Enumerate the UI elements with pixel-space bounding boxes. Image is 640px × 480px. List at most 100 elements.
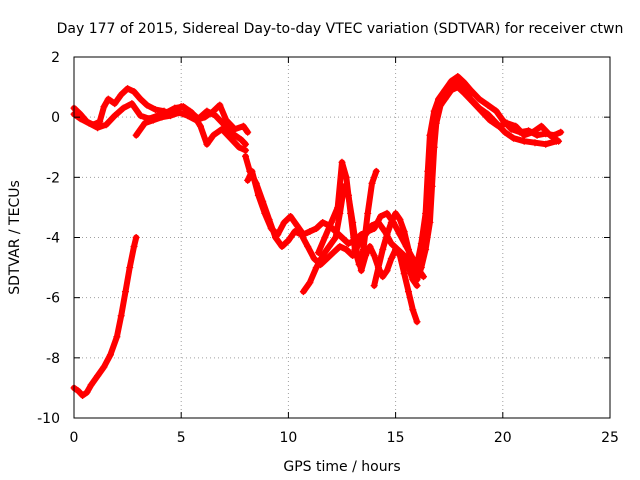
data-point bbox=[351, 246, 359, 254]
y-tick-label: -2 bbox=[46, 170, 60, 186]
data-point bbox=[323, 255, 331, 263]
data-point bbox=[434, 104, 442, 112]
data-point bbox=[284, 237, 292, 245]
series-arc-1 bbox=[70, 234, 140, 399]
data-point bbox=[100, 363, 108, 371]
data-point bbox=[141, 119, 149, 127]
data-point bbox=[312, 224, 320, 232]
data-point bbox=[396, 215, 404, 223]
data-point bbox=[132, 234, 140, 241]
data-point bbox=[533, 131, 541, 139]
data-point bbox=[274, 230, 282, 238]
data-point bbox=[319, 218, 327, 226]
data-point bbox=[372, 167, 380, 175]
data-point bbox=[327, 218, 335, 226]
data-point bbox=[413, 318, 421, 326]
data-point bbox=[111, 112, 119, 120]
data-point bbox=[366, 243, 374, 251]
x-tick-label: 20 bbox=[494, 430, 512, 446]
data-point bbox=[454, 83, 462, 91]
data-point bbox=[314, 249, 322, 257]
data-point bbox=[469, 98, 477, 106]
data-point bbox=[111, 100, 119, 108]
series-arc-4 bbox=[132, 101, 252, 139]
data-point bbox=[409, 306, 417, 314]
data-point bbox=[512, 122, 520, 130]
data-point bbox=[409, 270, 417, 278]
data-point bbox=[192, 116, 200, 124]
data-point bbox=[387, 218, 395, 226]
y-tick-label: -4 bbox=[46, 231, 60, 247]
data-point bbox=[119, 104, 127, 112]
series-arc-11 bbox=[434, 83, 563, 145]
data-point bbox=[299, 230, 307, 238]
data-point bbox=[413, 276, 421, 284]
data-point bbox=[460, 79, 468, 87]
data-point bbox=[392, 209, 400, 217]
data-point bbox=[342, 246, 350, 254]
data-point bbox=[242, 152, 250, 160]
data-point bbox=[94, 124, 102, 132]
x-tick-label: 15 bbox=[387, 430, 405, 446]
data-point bbox=[344, 240, 352, 248]
data-point bbox=[149, 116, 157, 124]
data-point bbox=[492, 107, 500, 115]
data-point bbox=[132, 131, 140, 139]
x-tick-label: 10 bbox=[279, 430, 297, 446]
data-point bbox=[413, 282, 421, 290]
data-point bbox=[79, 391, 87, 399]
data-point bbox=[370, 252, 378, 260]
data-point bbox=[237, 136, 245, 144]
data-point bbox=[179, 103, 187, 111]
data-point bbox=[454, 73, 462, 81]
data-point bbox=[175, 109, 183, 117]
data-point bbox=[370, 282, 378, 290]
data-point bbox=[426, 218, 434, 226]
data-point bbox=[106, 351, 114, 359]
axis-ticks: 0 5 10 15 20 25 -10 -8 -6 -4 -2 0 2 bbox=[37, 50, 619, 446]
y-tick-label: 2 bbox=[51, 50, 60, 66]
data-point bbox=[261, 209, 269, 217]
data-point bbox=[319, 252, 327, 260]
data-point bbox=[404, 288, 412, 296]
chart-title: Day 177 of 2015, Sidereal Day-to-day VTE… bbox=[57, 21, 624, 37]
data-point bbox=[239, 122, 247, 130]
data-point bbox=[379, 273, 387, 281]
data-point bbox=[287, 212, 295, 220]
data-point bbox=[417, 240, 425, 248]
data-point bbox=[201, 113, 209, 121]
data-point bbox=[413, 261, 421, 269]
data-point bbox=[475, 95, 483, 103]
x-axis-label: GPS time / hours bbox=[283, 459, 400, 475]
data-point bbox=[542, 140, 550, 148]
data-point bbox=[383, 267, 391, 275]
data-point bbox=[387, 255, 395, 263]
data-point bbox=[447, 77, 455, 85]
data-point bbox=[368, 179, 376, 187]
data-point bbox=[422, 209, 430, 217]
y-tick-label: -8 bbox=[46, 351, 60, 367]
data-point bbox=[231, 125, 239, 133]
data-point bbox=[280, 218, 288, 226]
data-point bbox=[74, 387, 82, 395]
data-point bbox=[227, 134, 235, 142]
y-tick-label: -6 bbox=[46, 291, 60, 307]
data-point bbox=[417, 264, 425, 272]
data-point bbox=[484, 101, 492, 109]
data-point bbox=[430, 107, 438, 115]
data-point bbox=[130, 243, 138, 251]
data-point bbox=[467, 86, 475, 94]
data-point bbox=[370, 224, 378, 232]
y-tick-label: -10 bbox=[37, 411, 60, 427]
data-point bbox=[529, 128, 537, 136]
data-point bbox=[357, 267, 365, 275]
data-point bbox=[434, 95, 442, 103]
data-point bbox=[306, 279, 314, 287]
data-point bbox=[136, 112, 144, 120]
data-point bbox=[130, 88, 138, 96]
data-point bbox=[136, 95, 144, 103]
y-axis-label: SDTVAR / TECUs bbox=[7, 180, 23, 295]
data-point bbox=[520, 131, 528, 139]
data-point bbox=[441, 86, 449, 94]
data-point bbox=[166, 112, 174, 120]
